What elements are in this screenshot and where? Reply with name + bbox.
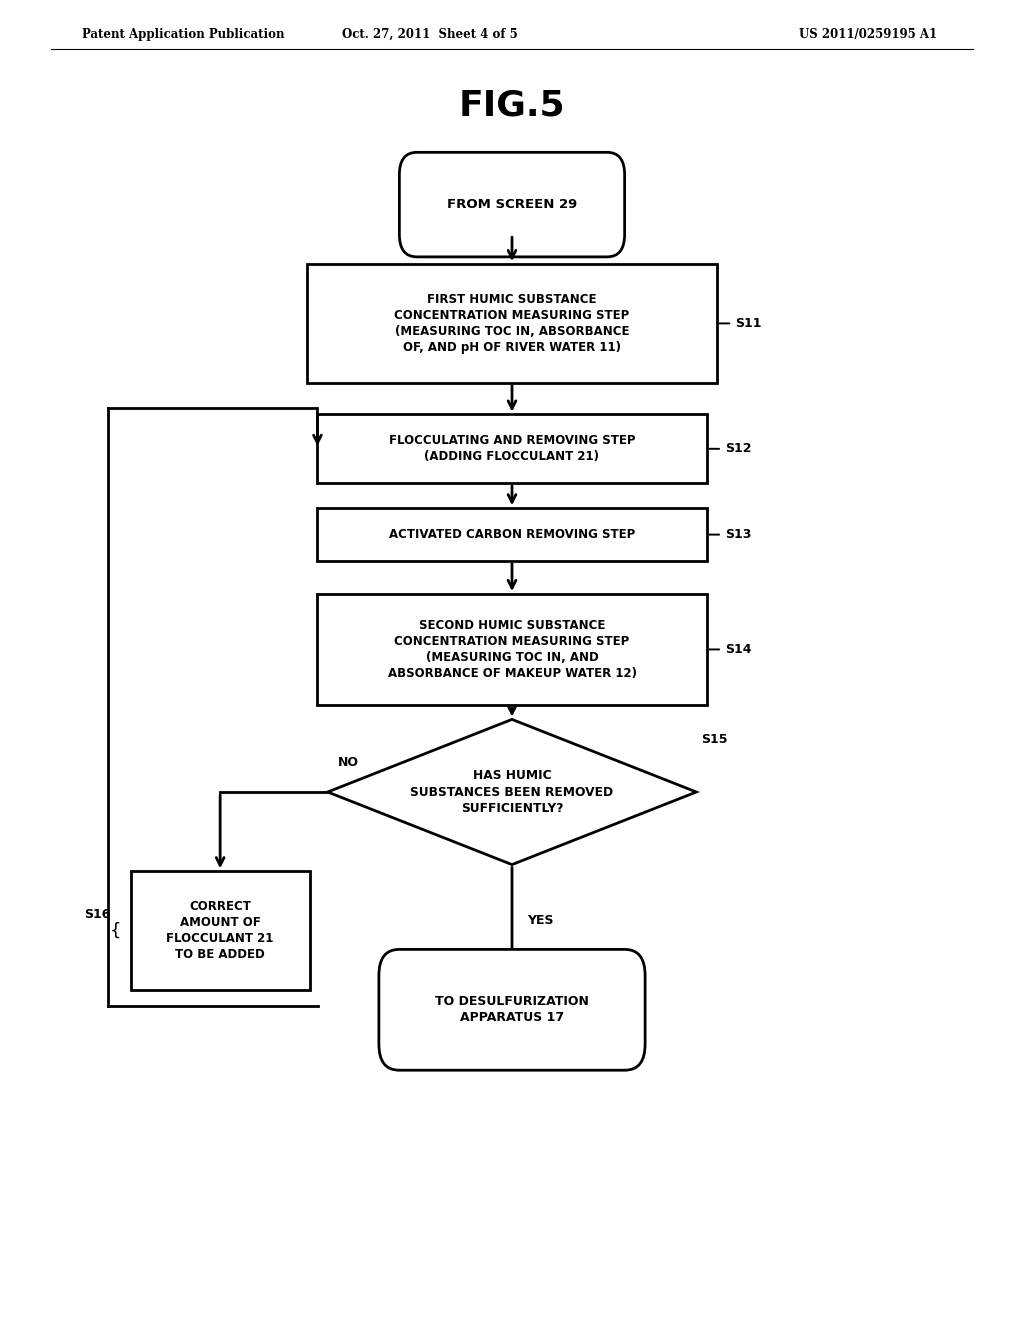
Text: Patent Application Publication: Patent Application Publication	[82, 28, 285, 41]
Text: FIG.5: FIG.5	[459, 88, 565, 123]
Bar	[131, 871, 309, 990]
Text: TO DESULFURIZATION
APPARATUS 17: TO DESULFURIZATION APPARATUS 17	[435, 995, 589, 1024]
Text: S14: S14	[725, 643, 752, 656]
Text: S15: S15	[701, 733, 728, 746]
Bar	[317, 594, 707, 705]
Text: FIRST HUMIC SUBSTANCE
CONCENTRATION MEASURING STEP
(MEASURING TOC IN, ABSORBANCE: FIRST HUMIC SUBSTANCE CONCENTRATION MEAS…	[394, 293, 630, 354]
Bar	[307, 264, 717, 383]
Text: FROM SCREEN 29: FROM SCREEN 29	[446, 198, 578, 211]
Text: S13: S13	[725, 528, 752, 541]
Polygon shape	[328, 719, 696, 865]
Text: CORRECT
AMOUNT OF
FLOCCULANT 21
TO BE ADDED: CORRECT AMOUNT OF FLOCCULANT 21 TO BE AD…	[167, 900, 273, 961]
Text: Oct. 27, 2011  Sheet 4 of 5: Oct. 27, 2011 Sheet 4 of 5	[342, 28, 518, 41]
FancyBboxPatch shape	[379, 949, 645, 1071]
Text: SECOND HUMIC SUBSTANCE
CONCENTRATION MEASURING STEP
(MEASURING TOC IN, AND
ABSOR: SECOND HUMIC SUBSTANCE CONCENTRATION MEA…	[387, 619, 637, 680]
Text: HAS HUMIC
SUBSTANCES BEEN REMOVED
SUFFICIENTLY?: HAS HUMIC SUBSTANCES BEEN REMOVED SUFFIC…	[411, 770, 613, 814]
Text: S16: S16	[84, 908, 111, 921]
Text: S12: S12	[725, 442, 752, 455]
Text: YES: YES	[527, 913, 554, 927]
Text: FLOCCULATING AND REMOVING STEP
(ADDING FLOCCULANT 21): FLOCCULATING AND REMOVING STEP (ADDING F…	[389, 434, 635, 463]
Text: ACTIVATED CARBON REMOVING STEP: ACTIVATED CARBON REMOVING STEP	[389, 528, 635, 541]
Bar	[317, 508, 707, 561]
Bar	[317, 414, 707, 483]
Text: US 2011/0259195 A1: US 2011/0259195 A1	[799, 28, 937, 41]
FancyBboxPatch shape	[399, 152, 625, 257]
Text: S11: S11	[735, 317, 762, 330]
Text: NO: NO	[338, 756, 359, 770]
Text: {: {	[110, 921, 121, 940]
